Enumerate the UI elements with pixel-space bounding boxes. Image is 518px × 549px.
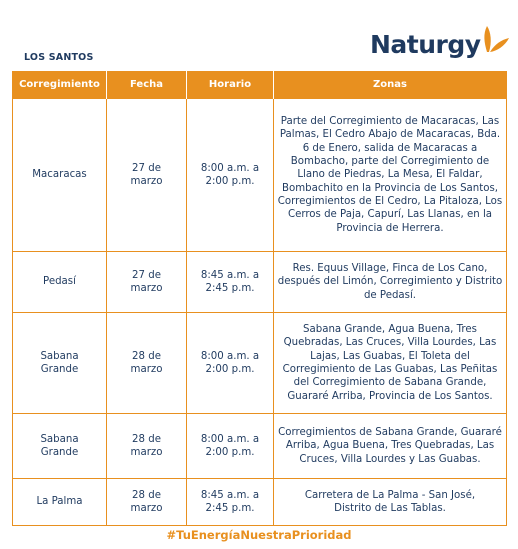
cell-horario: 8:45 a.m. a 2:45 p.m. [186, 478, 274, 526]
cell-corregimiento: La Palma [12, 478, 107, 526]
cell-zonas: Carretera de La Palma - San José, Distri… [273, 478, 507, 526]
cell-fecha: 27 de marzo [106, 98, 187, 252]
table-row: Sabana Grande 28 de marzo 8:00 a.m. a 2:… [12, 312, 507, 414]
cell-fecha: 27 de marzo [106, 251, 187, 313]
hashtag-footer: #TuEnergíaNuestraPrioridad [166, 528, 352, 542]
header-corregimiento: Corregimiento [12, 71, 107, 99]
cell-corregimiento: Pedasí [12, 251, 107, 313]
region-title: LOS SANTOS [24, 52, 94, 63]
cell-horario: 8:00 a.m. a 2:00 p.m. [186, 98, 274, 252]
cell-horario: 8:00 a.m. a 2:00 p.m. [186, 312, 274, 414]
cell-corregimiento: Macaracas [12, 98, 107, 252]
cell-fecha: 28 de marzo [106, 413, 187, 479]
table-header-row: Corregimiento Fecha Horario Zonas [12, 71, 507, 99]
header-horario: Horario [186, 71, 274, 99]
butterfly-logo-icon [483, 26, 509, 52]
cell-fecha: 28 de marzo [106, 312, 187, 414]
table-row: Sabana Grande 28 de marzo 8:00 a.m. a 2:… [12, 413, 507, 479]
cell-fecha: 28 de marzo [106, 478, 187, 526]
cell-horario: 8:00 a.m. a 2:00 p.m. [186, 413, 274, 479]
cell-zonas: Res. Equus Village, Finca de Los Cano, d… [273, 251, 507, 313]
cell-zonas: Corregimientos de Sabana Grande, Guararé… [273, 413, 507, 479]
logo-text: Naturgy [370, 30, 481, 59]
table-row: La Palma 28 de marzo 8:45 a.m. a 2:45 p.… [12, 478, 507, 526]
cell-zonas: Sabana Grande, Agua Buena, Tres Quebrada… [273, 312, 507, 414]
header-fecha: Fecha [106, 71, 187, 99]
header-zonas: Zonas [273, 71, 507, 99]
naturgy-logo: Naturgy [370, 22, 511, 62]
table-row: Macaracas 27 de marzo 8:00 a.m. a 2:00 p… [12, 98, 507, 252]
cell-corregimiento: Sabana Grande [12, 312, 107, 414]
cell-corregimiento: Sabana Grande [12, 413, 107, 479]
table-row: Pedasí 27 de marzo 8:45 a.m. a 2:45 p.m.… [12, 251, 507, 313]
cell-zonas: Parte del Corregimiento de Macaracas, La… [273, 98, 507, 252]
schedule-table: Corregimiento Fecha Horario Zonas Macara… [12, 71, 507, 526]
cell-horario: 8:45 a.m. a 2:45 p.m. [186, 251, 274, 313]
